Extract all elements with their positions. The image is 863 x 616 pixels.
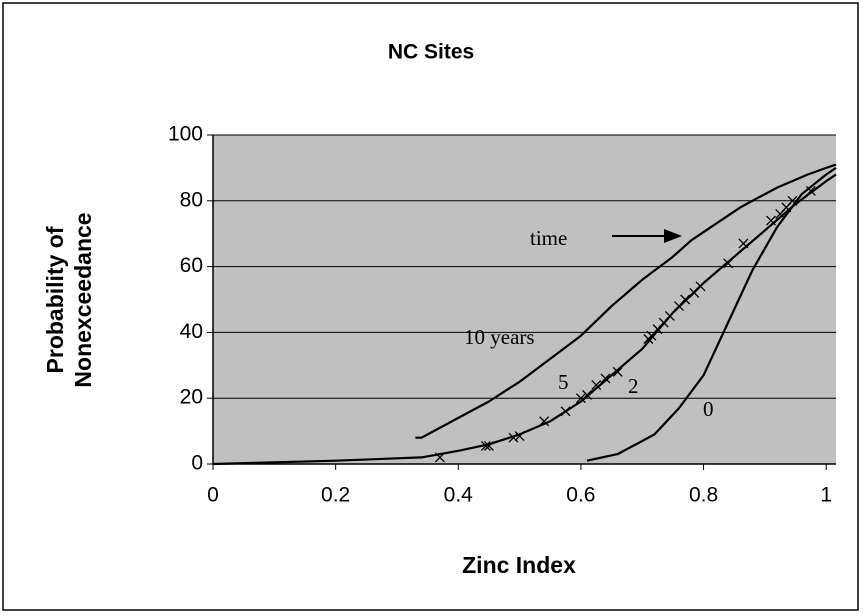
- annotation: time: [530, 226, 567, 250]
- x-marker: [591, 380, 602, 390]
- x-marker: [514, 431, 525, 441]
- x-tick-label: 0.6: [566, 484, 595, 507]
- y-tick-label: 60: [180, 254, 203, 277]
- y-tick-label: 100: [168, 123, 203, 146]
- x-marker: [539, 416, 550, 427]
- x-tick-label: 0.2: [321, 484, 350, 507]
- x-marker: [575, 393, 586, 404]
- x-marker: [695, 281, 706, 292]
- x-marker: [483, 440, 494, 451]
- x-marker: [680, 294, 691, 305]
- y-axis-label-line: Probability of: [42, 226, 68, 373]
- y-tick-label: 40: [180, 320, 203, 343]
- curve: [586, 166, 837, 462]
- x-marker: [805, 185, 816, 196]
- annotation: 10 years: [464, 325, 535, 349]
- annotation: 0: [703, 397, 714, 421]
- arrow-head: [664, 229, 682, 243]
- x-marker: [560, 406, 571, 417]
- curve: [415, 163, 837, 439]
- y-tick-label: 80: [180, 188, 203, 211]
- x-axis-label: Zinc Index: [462, 552, 576, 578]
- y-tick-label: 20: [180, 386, 203, 409]
- chart-title: NC Sites: [388, 41, 474, 64]
- annotation: 5: [558, 370, 569, 394]
- x-marker: [480, 440, 491, 451]
- x-tick-label: 0: [207, 484, 219, 507]
- x-marker: [508, 432, 519, 443]
- curve: [212, 173, 837, 466]
- x-marker: [434, 452, 445, 463]
- x-marker: [738, 238, 749, 249]
- x-marker: [723, 258, 734, 269]
- x-marker: [664, 310, 675, 321]
- annotation: 2: [628, 374, 639, 398]
- plot-area: [213, 135, 836, 464]
- x-marker: [766, 215, 776, 226]
- x-tick-label: 0.8: [689, 484, 718, 507]
- y-axis-label-line: Nonexceedance: [70, 212, 96, 387]
- x-tick-label: 1: [820, 484, 832, 507]
- x-marker: [600, 373, 611, 384]
- x-marker: [787, 195, 798, 206]
- y-tick-label: 0: [191, 452, 203, 475]
- x-tick-label: 0.4: [444, 484, 474, 507]
- x-marker: [612, 366, 623, 377]
- y-axis-label: Probability of Nonexceedance: [42, 212, 96, 387]
- x-marker: [582, 389, 593, 400]
